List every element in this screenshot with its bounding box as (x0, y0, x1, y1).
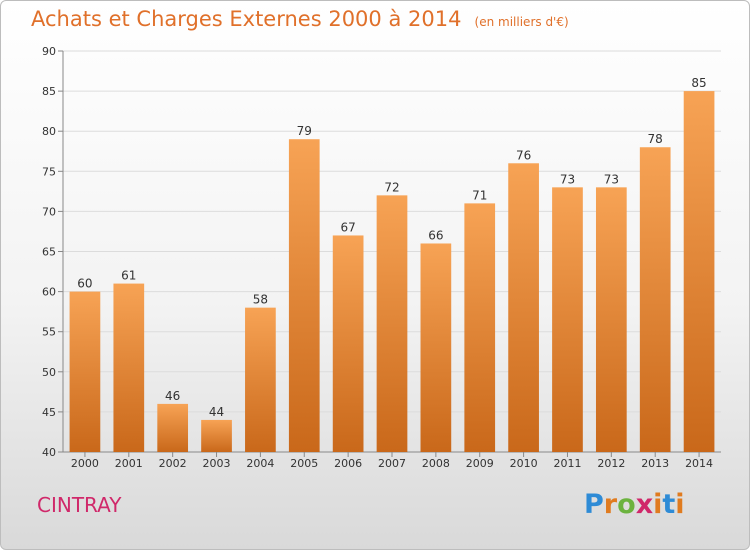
y-tick-label: 60 (42, 286, 56, 299)
data-label: 60 (77, 277, 92, 291)
bar (69, 291, 101, 452)
chart-title: Achats et Charges Externes 2000 à 2014 (… (31, 7, 569, 31)
y-tick-label: 40 (42, 446, 56, 459)
bar (288, 139, 320, 452)
bar (376, 195, 408, 453)
y-tick-label: 70 (42, 205, 56, 218)
data-label: 46 (165, 389, 180, 403)
labels: 40 45 50 55 60 65 70 75 80 85 90 60 2000 61 2001 46 2002… (42, 45, 713, 470)
data-label: 44 (209, 405, 224, 419)
data-label: 67 (340, 220, 355, 234)
data-label: 61 (121, 269, 136, 283)
logo-letter: r (603, 489, 618, 520)
y-tick-label: 90 (42, 45, 56, 58)
logo-letter: i (653, 489, 663, 520)
x-tick-label: 2013 (641, 457, 669, 470)
x-tick-label: 2004 (246, 457, 274, 470)
x-tick-label: 2002 (159, 457, 187, 470)
bar (157, 403, 189, 452)
y-tick-label: 80 (42, 125, 56, 138)
x-tick-label: 2005 (290, 457, 318, 470)
y-tick-label: 45 (42, 406, 56, 419)
logo-letter: i (675, 489, 685, 520)
data-label: 72 (384, 180, 399, 194)
data-label: 58 (253, 293, 268, 307)
place-name: CINTRAY (37, 493, 122, 517)
bar (420, 243, 452, 452)
data-label: 66 (428, 228, 443, 242)
proxiti-logo: Proxiti (584, 489, 685, 520)
bar (332, 235, 364, 452)
x-tick-label: 2012 (597, 457, 625, 470)
bar (508, 163, 539, 452)
y-tick-label: 55 (42, 326, 56, 339)
data-label: 76 (516, 148, 531, 162)
bar (595, 187, 627, 452)
x-tick-label: 2003 (203, 457, 231, 470)
bar (245, 307, 276, 452)
bar (639, 147, 671, 453)
x-tick-label: 2010 (510, 457, 538, 470)
subtitle-text: (en milliers d'€) (474, 15, 569, 29)
logo-letter: t (662, 489, 676, 520)
x-tick-label: 2009 (466, 457, 494, 470)
logo-letter: x (635, 489, 654, 520)
bar (201, 419, 232, 452)
logo-letter: o (617, 489, 636, 520)
data-label: 78 (648, 132, 663, 146)
y-tick-label: 75 (42, 165, 56, 178)
data-label: 71 (472, 188, 487, 202)
data-label: 85 (691, 76, 706, 90)
y-tick-label: 85 (42, 85, 56, 98)
title-text: Achats et Charges Externes 2000 à 2014 (31, 7, 462, 31)
x-tick-label: 2006 (334, 457, 362, 470)
data-label: 73 (560, 172, 575, 186)
x-tick-label: 2001 (115, 457, 143, 470)
logo-letter: P (584, 489, 604, 520)
x-tick-label: 2008 (422, 457, 450, 470)
data-label: 79 (297, 124, 312, 138)
bar (113, 283, 145, 452)
x-tick-label: 2014 (685, 457, 713, 470)
x-tick-label: 2007 (378, 457, 406, 470)
bars (69, 91, 715, 453)
x-tick-label: 2011 (553, 457, 581, 470)
bar (552, 187, 583, 452)
data-label: 73 (604, 172, 619, 186)
bar (464, 203, 496, 452)
x-tick-label: 2000 (71, 457, 99, 470)
y-tick-label: 50 (42, 366, 56, 379)
bar (683, 91, 715, 452)
y-tick-label: 65 (42, 246, 56, 259)
